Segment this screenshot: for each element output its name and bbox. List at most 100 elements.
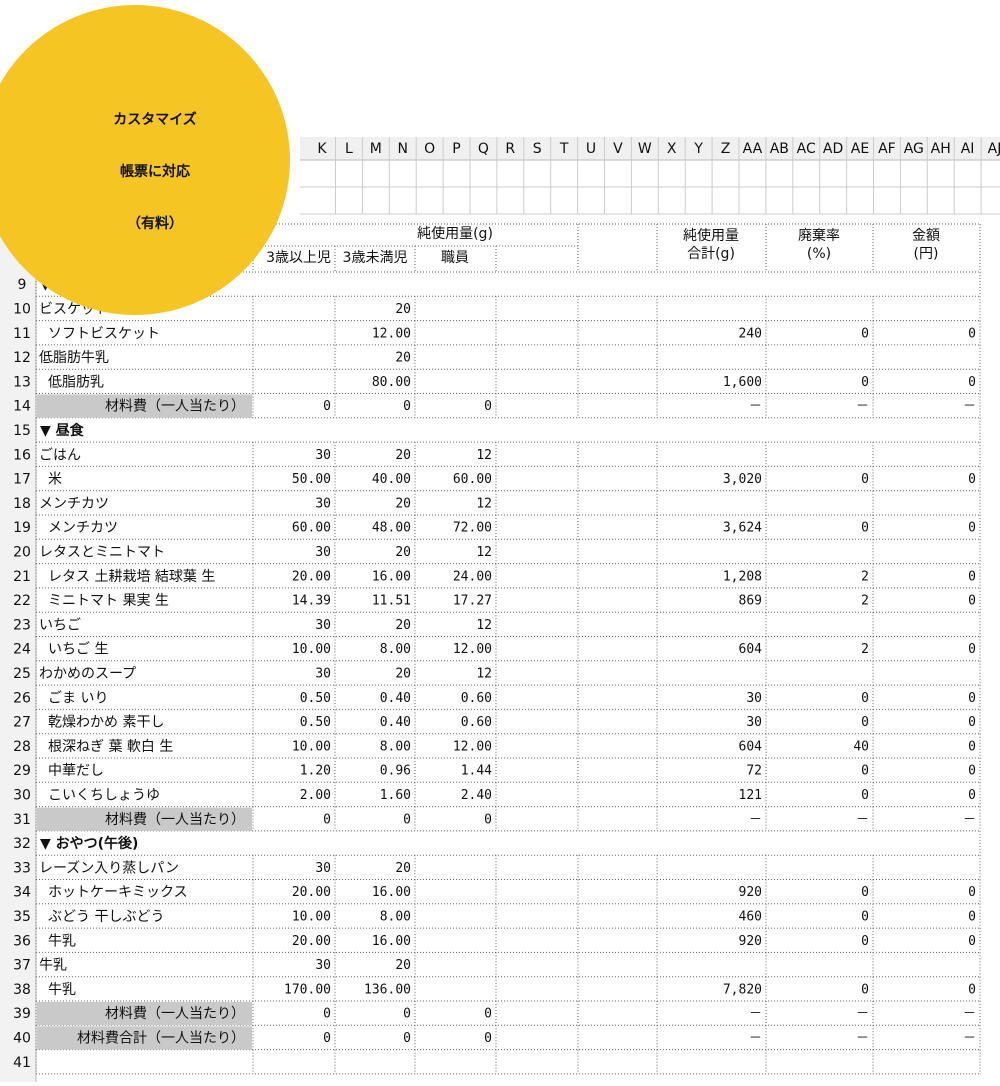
row-number: 33 xyxy=(13,860,31,876)
row-number: 9 xyxy=(18,277,27,293)
row-number: 20 xyxy=(13,544,31,560)
cell-value: 12.00 xyxy=(372,326,411,341)
cell-value: 1,600 xyxy=(723,375,762,390)
cell-value: 0 xyxy=(968,982,976,997)
cell-value: 12 xyxy=(476,448,492,463)
cell-value: 0 xyxy=(484,812,492,827)
cell-value: 0 xyxy=(861,788,869,803)
row-label: 牛乳 xyxy=(48,933,76,949)
cell-value: 12 xyxy=(476,545,492,560)
cell-value: 50.00 xyxy=(292,472,331,487)
cell-value: 3,020 xyxy=(723,472,762,487)
section-label: ▼ おやつ(午後) xyxy=(40,835,138,852)
subtotal-cell xyxy=(37,1026,252,1050)
cell-value: 1.60 xyxy=(380,788,411,803)
cell-value: 0 xyxy=(403,1031,411,1046)
cell-value: 8.00 xyxy=(380,739,411,754)
cell-value: 10.00 xyxy=(292,739,331,754)
column-header: 純使用量(g) xyxy=(417,225,493,242)
row-label: ミニトマト 果実 生 xyxy=(48,593,169,609)
cell-value: 0 xyxy=(861,885,869,900)
row-number: 12 xyxy=(13,350,31,366)
column-letter: O xyxy=(424,141,435,157)
cell-value: 12 xyxy=(476,496,492,511)
cell-value: 0 xyxy=(968,326,976,341)
cell-value: 20 xyxy=(395,496,411,511)
row-label: 低脂肪牛乳 xyxy=(39,350,109,366)
cell-value: 17.27 xyxy=(453,594,492,609)
row-label: ホットケーキミックス xyxy=(48,885,188,901)
cell-value: 0 xyxy=(861,715,869,730)
cell-value: 11.51 xyxy=(372,594,411,609)
cell-value: 1.20 xyxy=(300,764,331,779)
column-header: 金額 xyxy=(912,228,940,244)
row-number: 21 xyxy=(13,569,31,585)
cell-value: 604 xyxy=(739,739,763,754)
cell-value: 604 xyxy=(739,642,763,657)
row-number: 17 xyxy=(13,472,31,488)
row-label: 材料費（一人当たり） xyxy=(105,1006,245,1022)
row-number: 24 xyxy=(13,642,31,658)
row-label: いちご xyxy=(39,617,81,633)
row-label: 材料費（一人当たり） xyxy=(105,399,245,415)
cell-value: 0 xyxy=(861,691,869,706)
row-label: いちご 生 xyxy=(48,642,108,658)
badge-text: 帳票に対応 xyxy=(120,163,190,180)
cell-value: 0.50 xyxy=(300,715,331,730)
cell-value: 20 xyxy=(395,302,411,317)
column-letter: AG xyxy=(904,141,924,157)
cell-value: 20 xyxy=(395,958,411,973)
column-letter: AD xyxy=(823,141,843,157)
cell-value: － xyxy=(963,1007,976,1022)
cell-value: 20 xyxy=(395,666,411,681)
cell-value: 0 xyxy=(861,909,869,924)
row-label: ごま いり xyxy=(48,690,108,706)
cell-value: 16.00 xyxy=(372,569,411,584)
cell-value: 0.40 xyxy=(380,691,411,706)
cell-value: － xyxy=(963,1031,976,1046)
column-letter: P xyxy=(452,141,460,157)
row-label: 中華だし xyxy=(48,763,104,779)
row-number: 16 xyxy=(13,447,31,463)
column-header-bar xyxy=(300,137,1000,160)
cell-value: 0 xyxy=(968,715,976,730)
cell-value: 0 xyxy=(861,375,869,390)
row-number: 36 xyxy=(13,933,31,949)
cell-value: 12 xyxy=(476,666,492,681)
cell-value: 16.00 xyxy=(372,885,411,900)
row-number: 25 xyxy=(13,666,31,682)
cell-value: － xyxy=(963,812,976,827)
row-label: 牛乳 xyxy=(48,982,76,998)
row-label: レーズン入り蒸しパン xyxy=(39,860,179,876)
column-letter: AC xyxy=(797,141,816,157)
row-number: 37 xyxy=(13,958,31,974)
badge-circle xyxy=(0,5,290,315)
cell-value: 30 xyxy=(315,666,331,681)
column-header: 3歳未満児 xyxy=(343,250,408,266)
column-letter: M xyxy=(370,141,382,157)
cell-value: 920 xyxy=(739,934,762,949)
cell-value: 24.00 xyxy=(453,569,492,584)
cell-value: 0 xyxy=(484,1031,492,1046)
cell-value: 0.96 xyxy=(380,764,411,779)
column-letter: N xyxy=(397,141,407,157)
cell-value: 0 xyxy=(861,521,869,536)
cell-value: 0 xyxy=(968,569,976,584)
column-letter: X xyxy=(667,141,677,157)
cell-value: 12.00 xyxy=(453,739,492,754)
row-number: 15 xyxy=(13,423,31,439)
cell-value: 20 xyxy=(395,545,411,560)
cell-value: 8.00 xyxy=(380,642,411,657)
row-label: 牛乳 xyxy=(39,958,67,974)
cell-value: 30 xyxy=(315,618,331,633)
column-letter: Y xyxy=(693,141,703,157)
cell-value: 12.00 xyxy=(453,642,492,657)
cell-value: 30 xyxy=(315,545,331,560)
cell-value: 7,820 xyxy=(723,982,762,997)
cell-value: 10.00 xyxy=(292,642,331,657)
cell-value: 170.00 xyxy=(284,982,331,997)
cell-value: 48.00 xyxy=(372,521,411,536)
row-number: 28 xyxy=(13,739,31,755)
cell-value: 1,208 xyxy=(723,569,762,584)
